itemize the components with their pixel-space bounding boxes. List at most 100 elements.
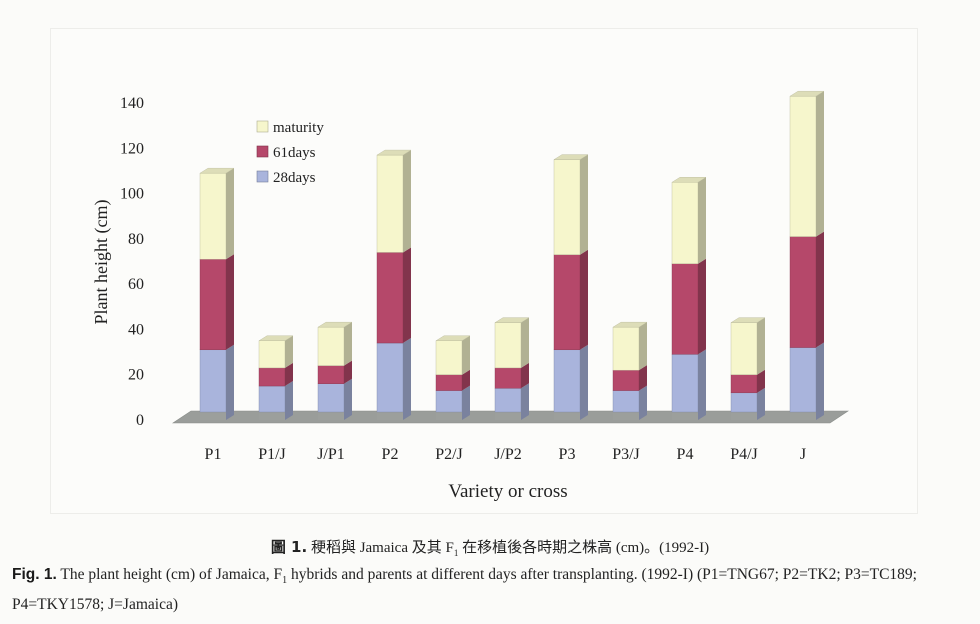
- y-tick-label-0: 0: [136, 412, 144, 429]
- bar-p3-j-maturity-top: [612, 321, 648, 328]
- bar-p3-maturity-side: [580, 154, 588, 255]
- bar-p3-maturity-top: [553, 154, 589, 160]
- bar-p3-61days-front: [553, 254, 581, 351]
- bar-p4-28days-side: [698, 349, 706, 420]
- caption-english-text-cont: hybrids and parents at different days af…: [12, 566, 917, 614]
- bar-j-p2-maturity-front: [494, 322, 522, 369]
- bar-p1-28days-front: [199, 349, 227, 413]
- bar-p1-j-maturity-side: [285, 335, 293, 368]
- bar-p4-maturity-top: [671, 177, 707, 183]
- y-tick-label-100: 100: [120, 186, 144, 203]
- caption-chinese-text: 稉稻與 Jamaica 及其 F: [310, 540, 454, 556]
- bar-p1-j-28days-front: [258, 385, 286, 413]
- y-tick-label-60: 60: [128, 276, 144, 293]
- bar-p2-j-61days-side: [462, 369, 470, 391]
- bar-base-p2-j: [436, 412, 462, 420]
- bar-p2-j-61days-front: [435, 374, 463, 391]
- y-axis-title: Plant height (cm): [91, 200, 112, 325]
- bar-p1-j-maturity-top: [258, 335, 294, 341]
- bar-j-maturity-front: [789, 96, 817, 237]
- bar-p1-maturity-side: [226, 168, 234, 260]
- bar-p2-61days-front: [376, 252, 404, 344]
- bar-p1-61days-front: [199, 259, 227, 351]
- caption-chinese-figure-label: 圖 1.: [270, 538, 308, 556]
- x-tick-label-j-p1: J/P1: [317, 446, 345, 463]
- bar-base-j: [790, 412, 816, 420]
- bar-j-p1-61days-front: [317, 365, 345, 384]
- legend-swatch-61days: [256, 145, 269, 158]
- legend-swatch-28days: [256, 170, 269, 183]
- bar-p2-61days-side: [403, 247, 411, 344]
- bar-j-p1-28days-side: [344, 378, 352, 420]
- x-axis-title: Variety or cross: [448, 481, 567, 502]
- bar-p1-maturity-top: [199, 167, 235, 174]
- bar-base-p1: [200, 412, 226, 420]
- bar-p2-j-maturity-front: [435, 340, 463, 375]
- bar-j-p2-maturity-side: [521, 317, 529, 368]
- bar-p2-maturity-top: [376, 149, 412, 156]
- bar-base-p3: [554, 412, 580, 420]
- bar-p2-maturity-side: [403, 150, 411, 253]
- bar-p4-j-maturity-side: [757, 317, 765, 375]
- bar-j-p2-61days-side: [521, 362, 529, 389]
- x-tick-label-p4-j: P4/J: [730, 446, 758, 463]
- legend-label-maturity: maturity: [273, 120, 324, 136]
- bar-p3-28days-side: [580, 344, 588, 420]
- bar-j-p1-maturity-front: [317, 326, 345, 366]
- legend-label-61days: 61days: [273, 145, 316, 161]
- bar-base-p1-j: [259, 412, 285, 420]
- legend-swatch-maturity: [256, 120, 269, 133]
- bar-p2-j-28days-side: [462, 385, 470, 420]
- bar-base-j-p2: [495, 412, 521, 420]
- bar-j-p2-61days-front: [494, 367, 522, 389]
- bar-p4-j-61days-side: [757, 369, 765, 393]
- bar-p1-j-61days-side: [285, 362, 293, 387]
- caption-english: Fig. 1. The plant height (cm) of Jamaica…: [12, 563, 972, 617]
- bar-p3-j-maturity-front: [612, 326, 640, 371]
- bar-j-p1-maturity-top: [317, 321, 353, 328]
- bar-j-28days-side: [816, 342, 824, 420]
- x-tick-label-p2-j: P2/J: [435, 446, 463, 463]
- bar-p3-61days-side: [580, 249, 588, 350]
- bar-j-p1-28days-front: [317, 383, 345, 413]
- bar-p1-61days-side: [226, 254, 234, 350]
- bar-p2-j-maturity-top: [435, 335, 471, 341]
- caption-chinese-rest: 在移植後各時期之株高 (cm)。(1992-I): [458, 540, 710, 556]
- x-tick-label-p4: P4: [677, 446, 694, 463]
- stacked-bar-chart: 0 20 40 60 80 100 120 140 Plant height (cm) Varie…: [91, 91, 849, 502]
- bar-j-maturity-side: [816, 91, 824, 237]
- bar-p3-maturity-front: [553, 159, 581, 255]
- bar-p4-j-28days-side: [757, 387, 765, 420]
- y-tick-label-120: 120: [120, 140, 144, 157]
- bar-p2-j-28days-front: [435, 390, 463, 413]
- bar-p1-28days-side: [226, 344, 234, 420]
- y-tick-label-20: 20: [128, 367, 144, 384]
- bar-p1-maturity-front: [199, 172, 227, 260]
- bar-base-p2: [377, 412, 403, 420]
- bar-p4-61days-front: [671, 263, 699, 355]
- bar-p1-j-maturity-front: [258, 340, 286, 369]
- caption-english-figure-label: Fig. 1.: [12, 566, 57, 583]
- bar-base-p4-j: [731, 412, 757, 420]
- bar-p1-j-28days-side: [285, 381, 293, 420]
- caption-chinese: 圖 1. 稉稻與 Jamaica 及其 F1 在移植後各時期之株高 (cm)。(…: [0, 536, 980, 558]
- bar-p3-28days-front: [553, 349, 581, 413]
- x-tick-label-j: J: [800, 446, 806, 463]
- bar-p4-j-maturity-top: [730, 317, 766, 323]
- bar-p4-j-maturity-front: [730, 322, 758, 375]
- y-tick-label-140: 140: [120, 95, 144, 112]
- bar-j-maturity-top: [789, 91, 825, 97]
- x-tick-label-p3: P3: [559, 446, 576, 463]
- bar-base-p3-j: [613, 412, 639, 420]
- bar-j-28days-front: [789, 347, 817, 413]
- bar-j-61days-front: [789, 236, 817, 348]
- x-tick-label-j-p2: J/P2: [494, 446, 522, 463]
- bar-base-p4: [672, 412, 698, 420]
- bar-p4-j-28days-front: [730, 392, 758, 413]
- bar-j-p2-28days-side: [521, 383, 529, 420]
- bar-p4-28days-front: [671, 354, 699, 413]
- bar-p1-j-61days-front: [258, 367, 286, 387]
- bar-p2-maturity-front: [376, 154, 404, 253]
- bar-p3-j-61days-side: [639, 365, 647, 391]
- caption-english-text: The plant height (cm) of Jamaica, F: [60, 566, 283, 583]
